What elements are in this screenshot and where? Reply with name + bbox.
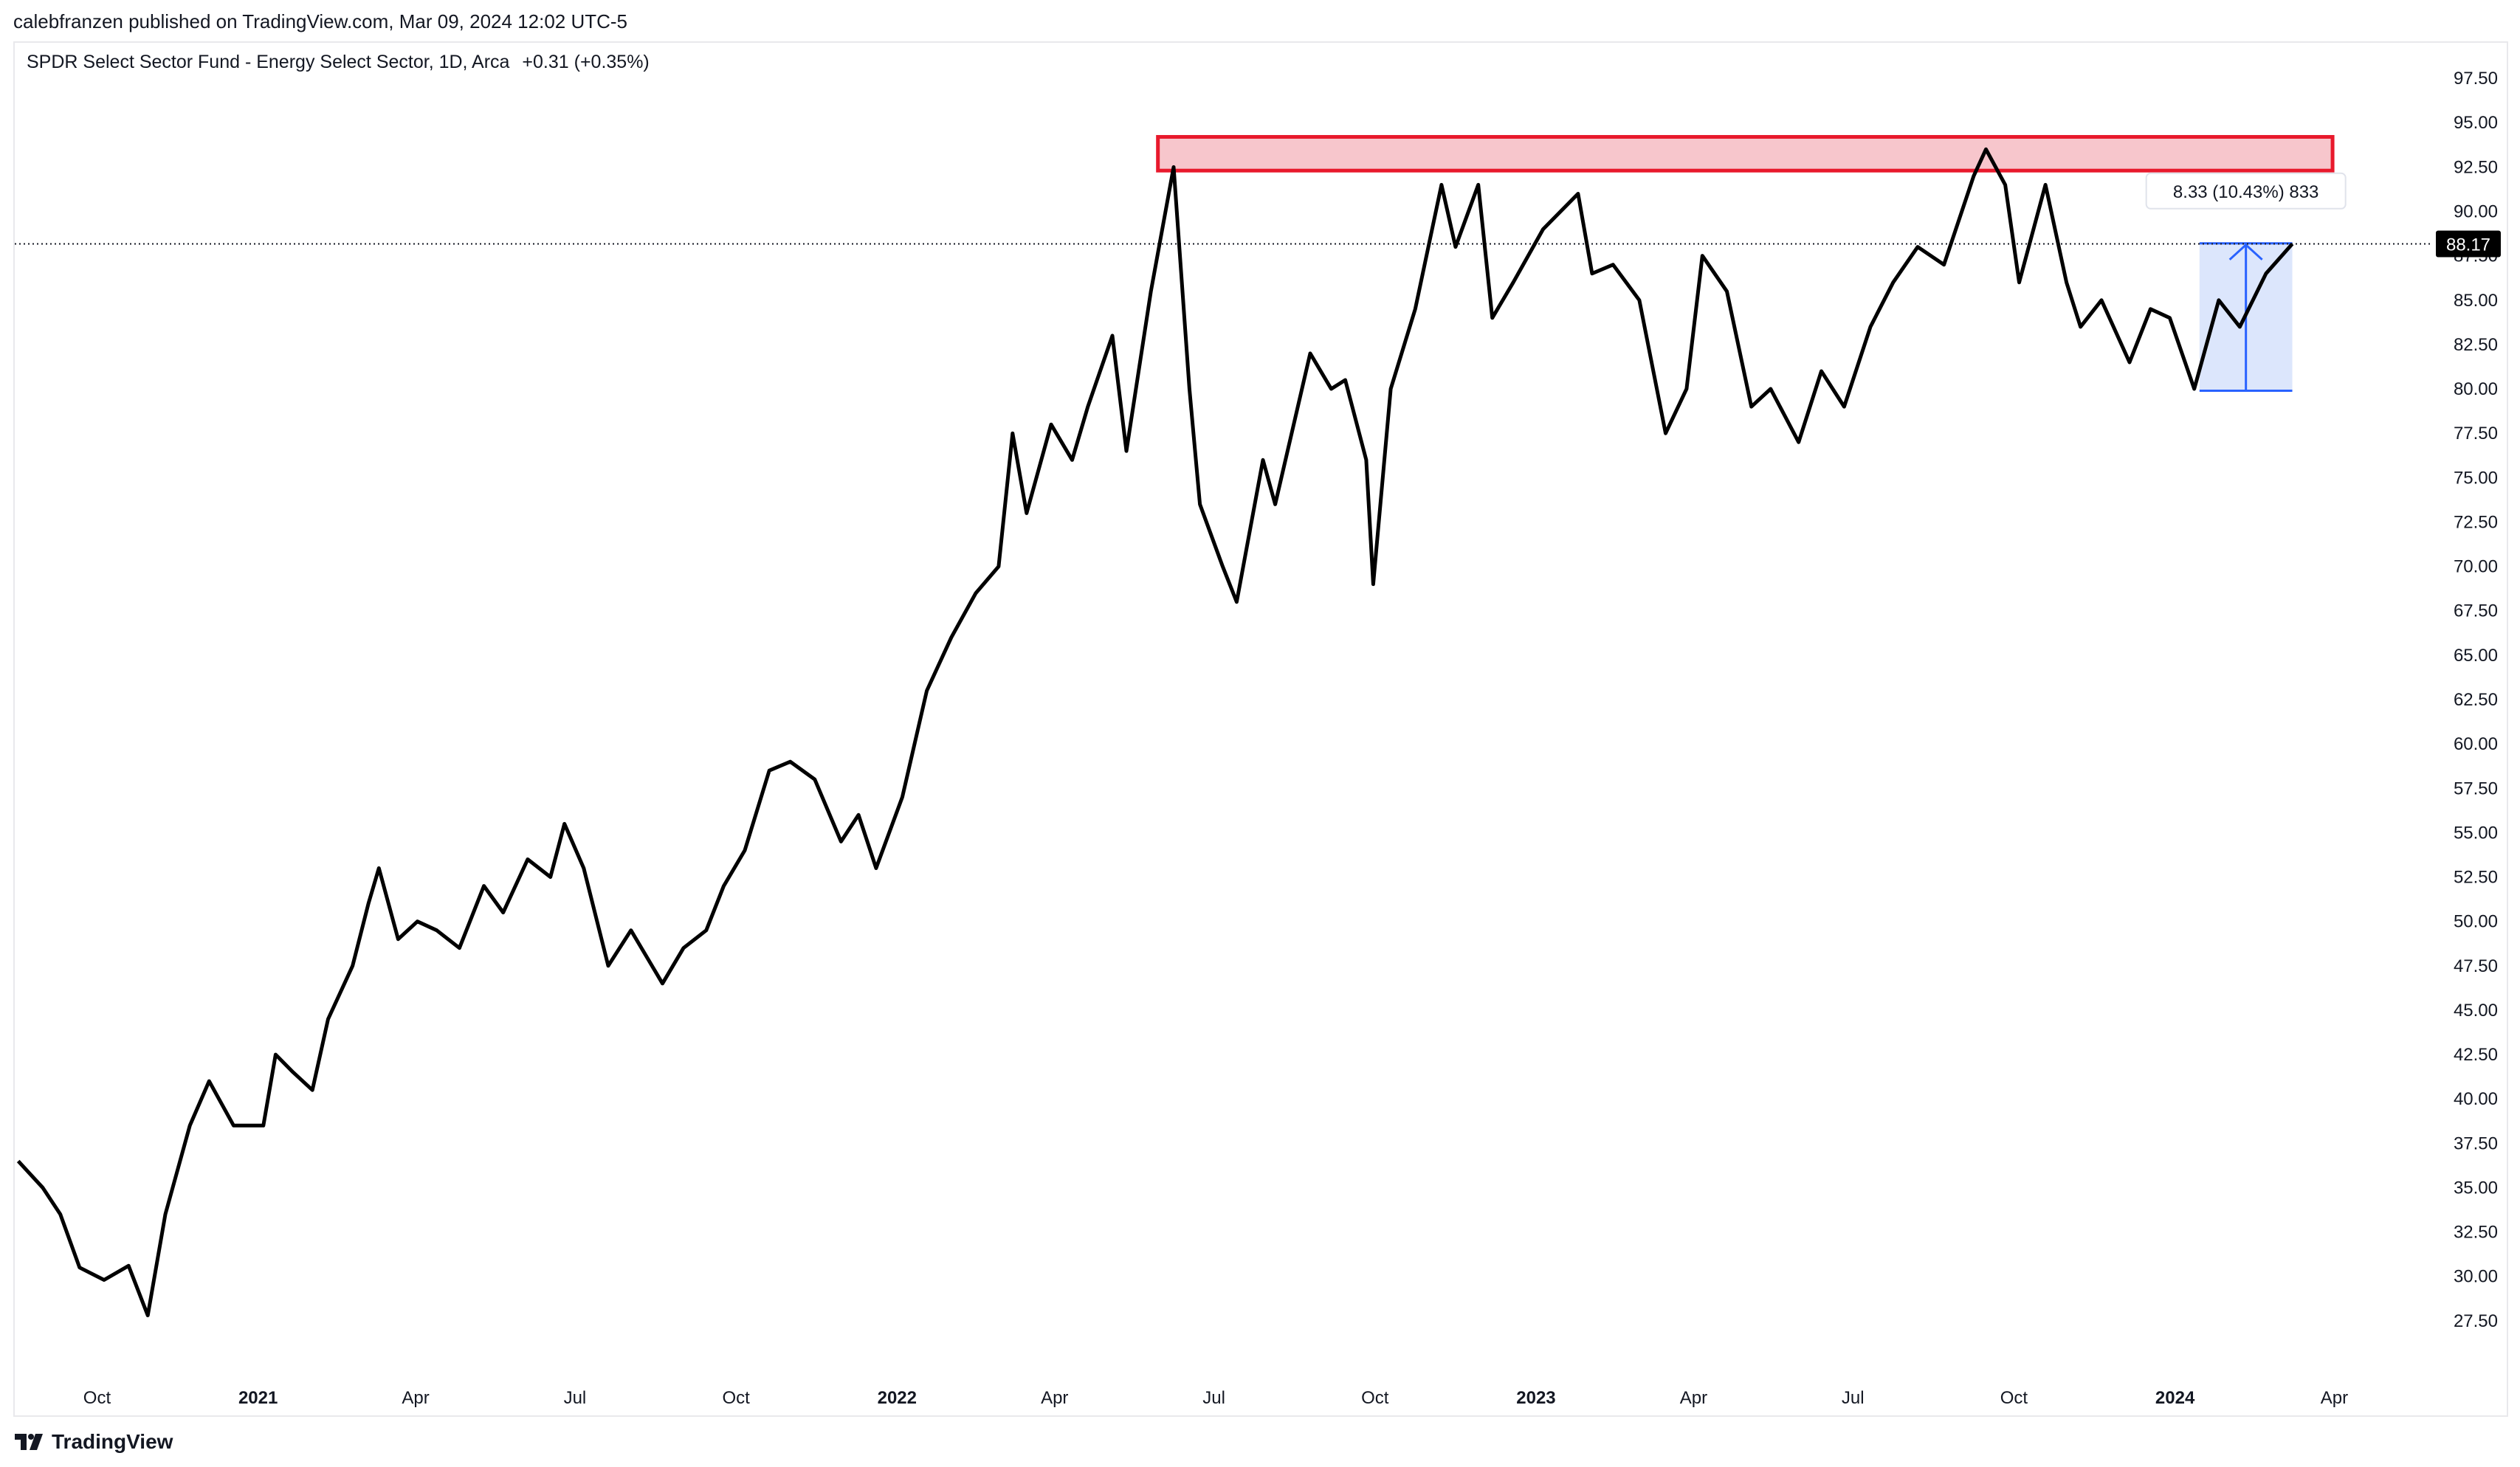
y-tick-label: 45.00 (2454, 1001, 2498, 1021)
symbol-legend: SPDR Select Sector Fund - Energy Select … (27, 52, 657, 73)
x-tick-label: Oct (2000, 1388, 2028, 1408)
x-tick-label: 2023 (1516, 1388, 1555, 1408)
y-tick-label: 57.50 (2454, 779, 2498, 798)
tradingview-logo-icon (15, 1434, 43, 1450)
x-tick-label: Apr (1041, 1388, 1068, 1408)
x-tick-label: Jul (564, 1388, 587, 1408)
price-range-label: 8.33 (10.43%) 833 (2173, 182, 2318, 202)
y-tick-label: 35.00 (2454, 1178, 2498, 1198)
x-tick-label: Apr (402, 1388, 429, 1408)
series-line (16, 147, 2294, 1318)
x-tick-label: Oct (1361, 1388, 1389, 1408)
resistance-zone (1156, 134, 2335, 173)
y-tick-label: 70.00 (2454, 557, 2498, 577)
symbol-title: SPDR Select Sector Fund - Energy Select … (27, 52, 510, 72)
y-tick-label: 65.00 (2454, 646, 2498, 666)
x-tick-label: Jul (1202, 1388, 1225, 1408)
y-tick-label: 37.50 (2454, 1133, 2498, 1153)
price-range-label-box (2145, 172, 2347, 210)
x-tick-label: 2021 (238, 1388, 278, 1408)
y-tick-label: 62.50 (2454, 690, 2498, 710)
y-tick-label: 92.50 (2454, 157, 2498, 177)
published-note: calebfranzen published on TradingView.co… (13, 10, 628, 32)
y-tick-label: 55.00 (2454, 823, 2498, 843)
x-tick-label: Apr (1680, 1388, 1707, 1408)
chart-frame (13, 41, 2508, 1417)
y-tick-label: 50.00 (2454, 912, 2498, 932)
y-tick-label: 47.50 (2454, 956, 2498, 976)
y-tick-label: 95.00 (2454, 113, 2498, 133)
y-tick-label: 82.50 (2454, 335, 2498, 355)
brand-name: TradingView (52, 1430, 173, 1453)
x-tick-label: Jul (1842, 1388, 1865, 1408)
y-tick-label: 32.50 (2454, 1223, 2498, 1243)
y-tick-label: 77.50 (2454, 424, 2498, 443)
y-tick-label: 75.00 (2454, 468, 2498, 488)
y-tick-label: 60.00 (2454, 734, 2498, 754)
x-tick-label: Apr (2321, 1388, 2348, 1408)
y-tick-label: 90.00 (2454, 202, 2498, 222)
y-tick-label: 52.50 (2454, 868, 2498, 888)
x-tick-label: 2024 (2155, 1388, 2195, 1408)
tradingview-brand[interactable]: TradingView (15, 1430, 173, 1454)
y-tick-label: 30.00 (2454, 1267, 2498, 1287)
y-tick-label: 85.00 (2454, 291, 2498, 311)
last-price-label: 88.17 (2446, 235, 2490, 255)
y-tick-label: 80.00 (2454, 379, 2498, 399)
y-tick-label: 42.50 (2454, 1045, 2498, 1065)
x-tick-label: Oct (83, 1388, 111, 1408)
y-tick-label: 97.50 (2454, 69, 2498, 89)
y-tick-label: 40.00 (2454, 1089, 2498, 1109)
y-tick-label: 72.50 (2454, 512, 2498, 532)
arrow-up-icon (2228, 243, 2263, 260)
symbol-change: +0.31 (+0.35%) (522, 52, 650, 72)
y-tick-label: 27.50 (2454, 1311, 2498, 1331)
last-price-badge (2436, 230, 2501, 258)
x-tick-label: 2022 (878, 1388, 917, 1408)
x-tick-label: Oct (722, 1388, 750, 1408)
y-tick-label: 67.50 (2454, 601, 2498, 621)
